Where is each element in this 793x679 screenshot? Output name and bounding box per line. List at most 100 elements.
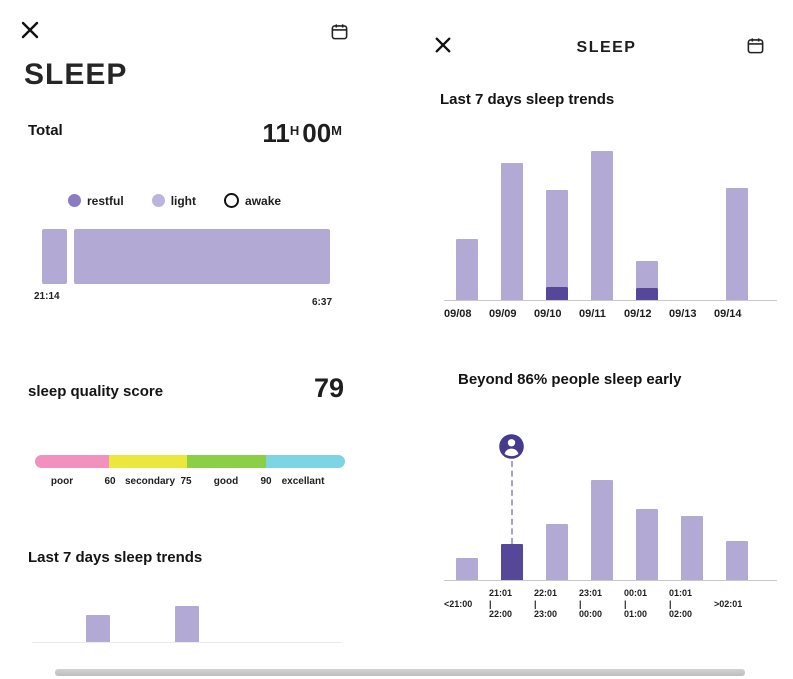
- tick-line: 00:01: [624, 588, 648, 598]
- bar: [500, 544, 523, 580]
- bar-segment-highlight: [500, 544, 523, 580]
- close-icon[interactable]: [434, 36, 452, 54]
- timeline-segment-light: [42, 229, 68, 284]
- quality-score-value: 79: [314, 373, 345, 403]
- tick-label: <21:00: [444, 588, 489, 620]
- chart-slot: [669, 430, 714, 580]
- scale-segment-good: [186, 455, 266, 468]
- sleep-stage-legend: restful light awake: [68, 193, 281, 208]
- timeline-end-time: 6:37: [312, 297, 333, 308]
- total-hours: 11: [262, 118, 290, 148]
- total-value: 11H 00M: [262, 118, 345, 149]
- bar: [545, 524, 568, 580]
- scale-segment-poor: [35, 455, 110, 468]
- bar-segment-light: [725, 541, 748, 580]
- bar: [680, 516, 703, 580]
- scale-label-secondary: secondary: [124, 476, 176, 487]
- scale-segment-secondary: [109, 455, 187, 468]
- bar-segment-light: [680, 516, 703, 580]
- tick-line: <21:00: [444, 598, 473, 609]
- tick-line: 01:00: [624, 609, 648, 619]
- tick-line: 21:01: [489, 588, 513, 598]
- tick-label: 09/11: [579, 308, 624, 320]
- tick-label: 23:01 | 00:00: [579, 588, 624, 620]
- weekly-trends-tick-labels: 09/08 09/09 09/10 09/11 09/12 09/13 09/14: [444, 308, 759, 320]
- bar: [500, 163, 523, 300]
- chart-slot: [209, 600, 253, 642]
- chart-slot: [298, 600, 342, 642]
- tick-label: 09/12: [624, 308, 669, 320]
- tick-label: 09/14: [714, 308, 759, 320]
- sleep-timeline-chart: [42, 229, 330, 284]
- tick-line: 09/08: [444, 308, 472, 320]
- bar: [545, 190, 568, 300]
- bar-segment-restful: [545, 287, 568, 300]
- total-hours-unit: H: [289, 123, 300, 138]
- bedtime-tick-labels: <21:00 21:01 | 22:00 22:01 | 23:00 23:01 | 00:00 0…: [444, 588, 759, 620]
- bar: [590, 151, 613, 300]
- chart-slot: [714, 430, 759, 580]
- bar-segment-light: [455, 239, 478, 300]
- page-title: SLEEP: [24, 58, 128, 91]
- chart-slot: [579, 430, 624, 580]
- tick-line: 09/14: [714, 308, 742, 320]
- bar-segment-light: [455, 558, 478, 580]
- bar-segment-light: [635, 261, 658, 288]
- timeline-start-time: 21:14: [34, 291, 60, 302]
- chart-slot: [165, 600, 209, 642]
- chart-slot: [624, 150, 669, 300]
- bar-segment-light: [590, 151, 613, 300]
- bar: [455, 558, 478, 580]
- chart-slot: [669, 150, 714, 300]
- legend-label-light: light: [170, 193, 197, 208]
- tick-label: 01:01 | 02:00: [669, 588, 714, 620]
- person-marker-icon: [498, 433, 525, 465]
- scale-threshold-75: 75: [180, 476, 192, 487]
- scale-label-poor: poor: [50, 476, 74, 487]
- calendar-icon[interactable]: [746, 36, 765, 55]
- page-bottom-edge: [55, 669, 745, 676]
- chart-slot: [714, 150, 759, 300]
- bar-segment-restful: [635, 288, 658, 300]
- bar: [725, 188, 748, 300]
- bedtime-title: Beyond 86% people sleep early: [458, 371, 682, 388]
- tick-line: 23:01: [579, 588, 603, 598]
- tick-label: >02:01: [714, 588, 759, 620]
- tick-line: |: [624, 598, 627, 609]
- tick-line: |: [579, 598, 582, 609]
- total-minutes-unit: M: [331, 123, 342, 138]
- bar: [174, 606, 199, 642]
- sleep-trends-screen: SLEEP Last 7 days sleep trends 09/08 09/0…: [420, 0, 793, 679]
- tick-line: |: [489, 598, 492, 609]
- tick-label: 09/10: [534, 308, 579, 320]
- tick-label: 00:01 | 01:00: [624, 588, 669, 620]
- trends-title: Last 7 days sleep trends: [440, 91, 615, 108]
- tick-line: 23:00: [534, 609, 558, 619]
- trends-title-left: Last 7 days sleep trends: [28, 549, 203, 566]
- tick-line: 09/10: [534, 308, 562, 320]
- tick-line: |: [669, 598, 672, 609]
- tick-label: 22:01 | 23:00: [534, 588, 579, 620]
- tick-label: 09/13: [669, 308, 714, 320]
- close-icon[interactable]: [20, 20, 40, 40]
- bar-segment-light: [545, 524, 568, 580]
- weekly-trends-bars: [444, 150, 759, 300]
- calendar-icon[interactable]: [330, 22, 349, 41]
- scale-label-good: good: [213, 476, 239, 487]
- awake-dot-icon: [224, 193, 240, 208]
- scale-label-excellant: excellant: [281, 476, 325, 487]
- total-minutes: 00: [302, 118, 332, 148]
- tick-line: 09/11: [579, 308, 606, 320]
- tick-line: 09/09: [489, 308, 517, 320]
- bar-segment-light: [725, 188, 748, 300]
- chart-slot: [534, 430, 579, 580]
- bedtime-chart: [444, 430, 777, 581]
- bar: [455, 239, 478, 300]
- tick-line: 09/12: [624, 308, 652, 320]
- left-trends-chart: [32, 600, 342, 643]
- bar: [590, 480, 613, 580]
- chart-slot: [76, 600, 120, 642]
- legend-item-awake: awake: [224, 193, 281, 208]
- tick-line: 02:00: [669, 609, 693, 619]
- bar-segment-light: [174, 606, 199, 642]
